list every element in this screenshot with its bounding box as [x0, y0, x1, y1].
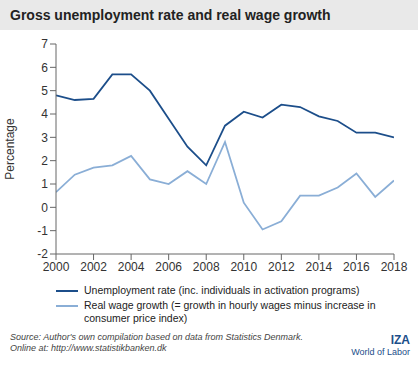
- svg-text:Percentage: Percentage: [8, 118, 17, 180]
- svg-text:2016: 2016: [343, 260, 370, 274]
- svg-text:2000: 2000: [43, 260, 70, 274]
- svg-text:5: 5: [41, 84, 48, 98]
- svg-text:2008: 2008: [193, 260, 220, 274]
- svg-text:2006: 2006: [155, 260, 182, 274]
- svg-text:2018: 2018: [381, 260, 408, 274]
- html-text:Source: Author's own compilati: Source: Author's own compilation based o…: [10, 332, 303, 342]
- svg-text:7: 7: [41, 37, 48, 51]
- svg-text:-1: -1: [37, 224, 48, 238]
- svg-text:6: 6: [41, 61, 48, 75]
- svg-text:-2: -2: [37, 247, 48, 261]
- svg-text:2004: 2004: [118, 260, 145, 274]
- svg-text:2: 2: [41, 154, 48, 168]
- svg-text:4: 4: [41, 107, 48, 121]
- svg-text:2014: 2014: [306, 260, 333, 274]
- html-text:Online at: http://www.statisti: Online at: http://www.statistikbanken.dk: [10, 343, 167, 353]
- html-text:Gross unemployment rate and re: Gross unemployment rate and real wage gr…: [10, 7, 331, 23]
- svg-text:3: 3: [41, 131, 48, 145]
- svg-text:1: 1: [41, 177, 48, 191]
- html-text:World of Labor: World of Labor: [351, 347, 410, 357]
- svg-text:0: 0: [41, 201, 48, 215]
- html-text:Unemployment rate (inc. indivi: Unemployment rate (inc. individuals in a…: [84, 284, 360, 296]
- svg-text:2012: 2012: [268, 260, 295, 274]
- svg-text:2002: 2002: [80, 260, 107, 274]
- html-text:IZA: IZA: [390, 333, 410, 347]
- html-text:Real wage growth (= growth in: Real wage growth (= growth in hourly wag…: [84, 299, 376, 324]
- svg-text:2010: 2010: [230, 260, 257, 274]
